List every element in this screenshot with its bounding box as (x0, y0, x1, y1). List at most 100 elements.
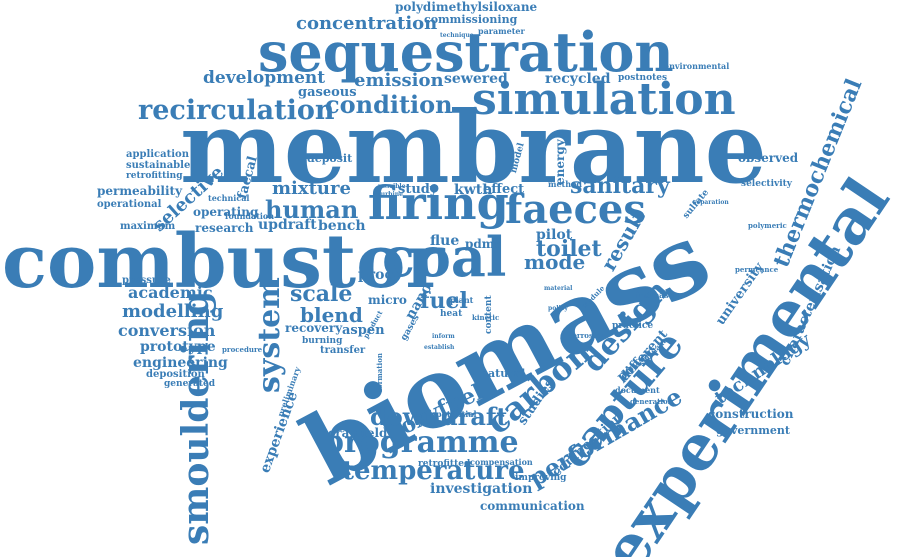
word-pressure: pressure (122, 275, 171, 286)
word-effect: effect (483, 182, 525, 197)
word-system: system (252, 277, 287, 393)
word-foundation: foundation (225, 211, 275, 221)
word-material: material (544, 285, 573, 292)
word-parameter: parameter (478, 26, 525, 36)
word-turbine: turbine (378, 191, 403, 198)
word-formation: formation (375, 353, 384, 392)
word-observed: observed (738, 151, 799, 165)
word-deposition: deposition (146, 369, 205, 380)
word-conversion: conversion (118, 321, 216, 340)
word-firing: firing (368, 176, 509, 230)
word-kwth: kwth (454, 182, 493, 198)
word-increase: increase (636, 290, 674, 300)
word-separation: separation (693, 199, 729, 206)
word-pdms: pdms (465, 237, 502, 251)
word-programme: programme (323, 425, 519, 460)
word-practice: practice (612, 321, 654, 331)
word-technique: technique (440, 32, 474, 39)
word-engineering: engineering (133, 355, 228, 371)
word-potential: potential (436, 409, 477, 419)
word-coal: coal (382, 225, 507, 289)
word-sequestration: sequestration (258, 20, 674, 84)
word-sewered: sewered (444, 71, 508, 87)
word-environmental: environmental (664, 61, 730, 71)
word-updraft: updraft (258, 217, 317, 233)
word-condition: condition (325, 90, 453, 119)
word-toilet: toilet (536, 236, 602, 262)
word-policy: policy (548, 305, 568, 312)
word-faeces: faeces (505, 186, 646, 233)
word-recovery: recovery (285, 321, 343, 335)
word-technical: technical (208, 193, 250, 203)
word-modelling: modelling (122, 301, 224, 322)
word-procedure: procedure (222, 345, 263, 354)
word-recirculation: recirculation (138, 95, 335, 126)
word-permeability: permeability (97, 184, 183, 198)
word-heat: heat (440, 309, 463, 319)
word-bench: bench (318, 218, 366, 234)
word-flue: flue (430, 233, 460, 249)
word-cranfield: cranfield (328, 426, 388, 440)
word-pilot: pilot (536, 227, 573, 243)
word-possible: possible (378, 183, 406, 190)
word-postnotes: postnotes (618, 73, 668, 83)
word-fuel: fuel (420, 288, 468, 314)
word-permeance: permeance (735, 265, 779, 274)
word-selectivity: selectivity (741, 179, 793, 189)
word-transfer: transfer (320, 345, 366, 356)
word-communication: communication (480, 499, 585, 513)
word-recycled: recycled (545, 71, 611, 87)
word-commissioning: commissioning (424, 13, 518, 26)
word-membrane: membrane (180, 91, 767, 206)
word-retrofitted: retrofitted (418, 459, 471, 469)
word-scale: scale (290, 281, 353, 307)
word-aspen: aspen (342, 323, 385, 338)
word-operating: operating (193, 205, 259, 219)
word-generation: generation (630, 397, 673, 406)
word-plant: plant (450, 295, 474, 305)
word-development: development (203, 68, 326, 88)
word-application: application (126, 149, 189, 160)
word-burning: burning (302, 336, 343, 346)
word-prototype: prototype (140, 339, 216, 355)
word-academic: academic (128, 283, 213, 302)
word-investigation: investigation (430, 481, 533, 497)
word-compensation: compensation (470, 457, 533, 467)
word-government: government (716, 424, 790, 437)
word-inform: inform (432, 333, 455, 340)
word-micro: micro (368, 293, 407, 307)
word-content: content (484, 295, 494, 334)
word-concentration: concentration (296, 13, 438, 34)
word-establish: establish (424, 344, 455, 351)
word-method: method (548, 179, 582, 189)
word-mixture: mixture (272, 178, 351, 199)
word-combustor: combustor (2, 219, 445, 305)
word-research: research (195, 221, 254, 235)
word-corrosion: corrosion (568, 331, 606, 340)
word-gaseous: gaseous (298, 85, 357, 100)
word-temperature: temperature (342, 456, 525, 486)
word-kinetic: kinetic (472, 313, 500, 322)
word-mode: mode (524, 250, 586, 274)
word-deposit: deposit (307, 152, 353, 165)
word-retrofitting: retrofitting (126, 171, 183, 181)
word-document: document (615, 385, 660, 395)
word-human: human (265, 195, 359, 224)
word-operational: operational (97, 199, 162, 210)
word-improving: improving (515, 473, 567, 483)
word-sustainable: sustainable (126, 160, 191, 171)
word-maximum: maximum (120, 221, 176, 232)
word-polymeric: polymeric (748, 221, 787, 230)
word-downdraft: downdraft (370, 402, 508, 431)
word-study: study (398, 182, 438, 197)
word-generated: generated (164, 379, 216, 389)
word-natural: natural (480, 367, 526, 380)
word-emission: emission (354, 70, 444, 91)
word-polydimethylsiloxane: polydimethylsiloxane (395, 0, 538, 14)
word-blend: blend (300, 303, 363, 327)
word-proc: proc (358, 267, 394, 283)
word-simulation: simulation (472, 74, 736, 125)
word-sanitary: sanitary (570, 173, 670, 199)
word-construction: construction (708, 407, 794, 421)
